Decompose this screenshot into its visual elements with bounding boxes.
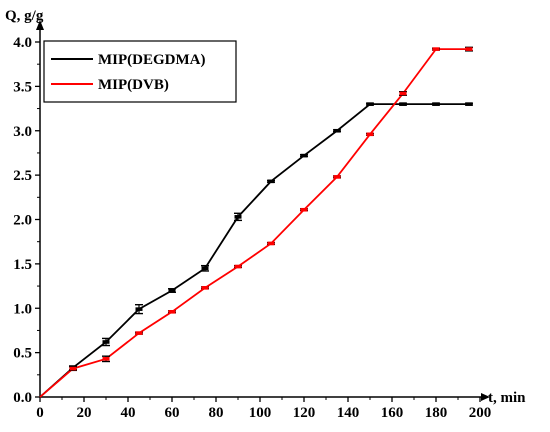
data-point <box>267 179 275 184</box>
y-tick-label: 0.5 <box>13 346 32 362</box>
y-tick-label: 2.5 <box>13 168 32 184</box>
series-line-1 <box>39 48 469 398</box>
y-tick-label: 3.5 <box>13 79 32 95</box>
data-point <box>465 46 473 52</box>
data-point <box>333 175 341 179</box>
x-tick-label: 140 <box>337 405 360 421</box>
data-point <box>69 366 77 372</box>
x-tick-label: 40 <box>121 405 136 421</box>
data-point <box>135 304 143 315</box>
x-tick-label: 180 <box>425 405 448 421</box>
y-tick-label: 4.0 <box>13 35 32 51</box>
y-tick-label: 2.0 <box>13 213 32 229</box>
x-tick-label: 100 <box>249 405 272 421</box>
y-axis-title: Q, g/g <box>5 8 44 24</box>
x-axis-arrow <box>481 393 490 401</box>
data-point <box>465 102 473 106</box>
data-point <box>399 90 407 96</box>
data-point <box>234 212 242 222</box>
x-tick-label: 60 <box>165 405 180 421</box>
data-point <box>168 310 176 314</box>
x-tick-label: 120 <box>293 405 316 421</box>
data-point <box>168 288 176 293</box>
legend-label-dvb: MIP(DVB) <box>98 77 169 93</box>
x-tick-label: 0 <box>36 405 44 421</box>
data-point <box>201 286 209 290</box>
y-tick-label: 1.0 <box>13 301 32 317</box>
data-point <box>300 207 308 212</box>
x-tick-label: 200 <box>469 405 492 421</box>
y-tick-label: 1.5 <box>13 257 32 273</box>
data-point <box>102 355 110 363</box>
legend: MIP(DEGDMA) MIP(DVB) <box>43 40 237 103</box>
data-point <box>234 264 242 269</box>
data-point <box>135 331 143 335</box>
data-point <box>366 102 374 106</box>
legend-box <box>43 40 237 103</box>
series-layer <box>39 46 473 398</box>
data-point <box>267 241 275 246</box>
x-tick-label: 20 <box>77 405 92 421</box>
x-axis-title: t, min <box>488 390 526 406</box>
data-point <box>399 102 407 106</box>
data-point <box>333 128 341 133</box>
data-point <box>432 102 440 106</box>
x-tick-label: 160 <box>381 405 404 421</box>
x-tick-label: 80 <box>209 405 224 421</box>
y-axis-arrow <box>36 20 44 30</box>
legend-label-degdma: MIP(DEGDMA) <box>98 52 205 68</box>
data-point <box>432 47 440 51</box>
data-point <box>201 264 209 272</box>
data-point <box>300 153 308 158</box>
data-point <box>102 337 110 347</box>
data-point <box>366 132 374 137</box>
series-line-0 <box>39 103 469 398</box>
axes: 0 20 40 60 80 100 120 140 160 180 200 0.0 0.5 1.0 1.5 2… <box>13 20 491 421</box>
y-tick-label: 0.0 <box>13 390 32 406</box>
y-tick-label: 3.0 <box>13 124 32 140</box>
